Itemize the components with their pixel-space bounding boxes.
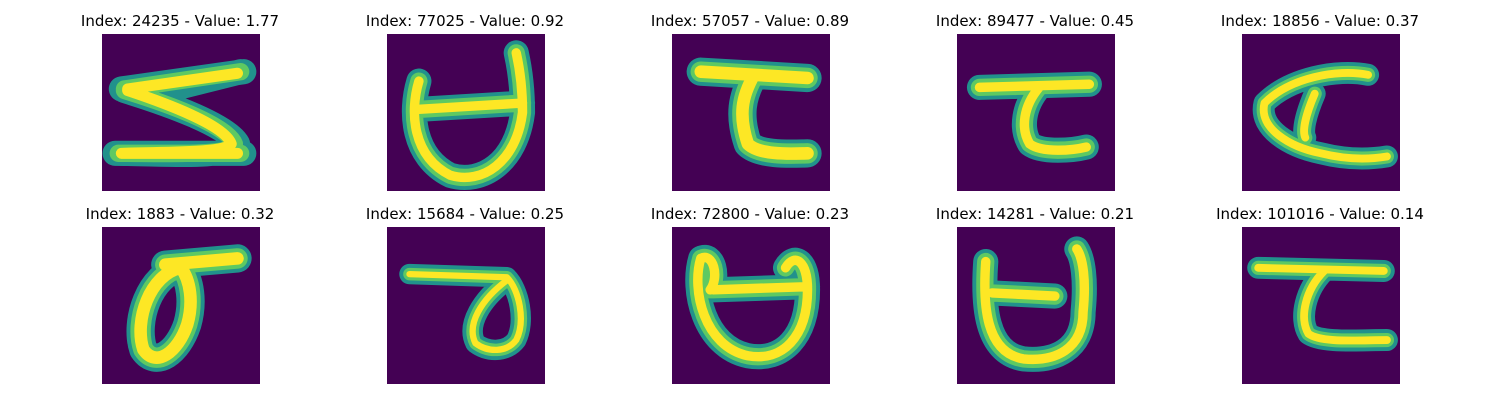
handwritten-glyph-image [1242,34,1400,191]
panel-title: Index: 1883 - Value: 0.32 [85,205,275,223]
handwritten-glyph-image [387,227,545,384]
handwritten-glyph-image [957,227,1115,384]
panel-title: Index: 72800 - Value: 0.23 [650,205,850,223]
panel-title: Index: 77025 - Value: 0.92 [365,12,565,30]
handwritten-glyph-image [102,34,260,191]
panel-title: Index: 15684 - Value: 0.25 [365,205,565,223]
panel-title: Index: 89477 - Value: 0.45 [935,12,1135,30]
handwritten-glyph-image [672,227,830,384]
handwritten-glyph-image [672,34,830,191]
panel-title: Index: 24235 - Value: 1.77 [80,12,280,30]
panel-title: Index: 101016 - Value: 0.14 [1216,205,1424,223]
handwritten-glyph-image [102,227,260,384]
panel-title: Index: 18856 - Value: 0.37 [1220,12,1420,30]
panel-title: Index: 57057 - Value: 0.89 [650,12,850,30]
panel-title: Index: 14281 - Value: 0.21 [935,205,1135,223]
handwritten-glyph-image [1242,227,1400,384]
handwritten-glyph-image [387,34,545,191]
handwritten-glyph-image [957,34,1115,191]
